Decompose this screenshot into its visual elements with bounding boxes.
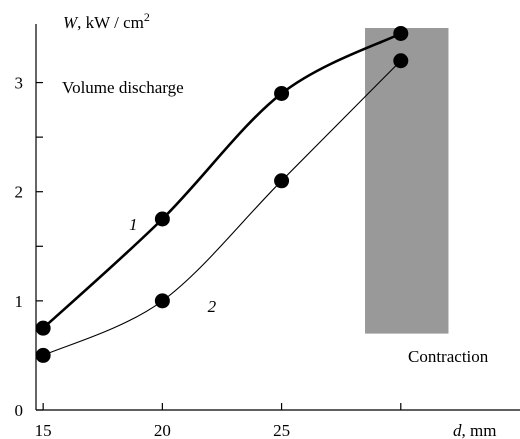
contraction-annotation: Contraction [408, 347, 489, 366]
series-1-point [274, 85, 290, 101]
y-axis-unit-exponent: 2 [144, 10, 150, 24]
contraction-region [365, 28, 449, 334]
y-tick-label: 3 [15, 74, 24, 93]
series-1-label: 1 [129, 215, 138, 234]
series-2-point [393, 53, 409, 69]
x-tick-label: 25 [273, 421, 290, 439]
y-axis-symbol: W [63, 13, 79, 32]
series-1-point [154, 211, 170, 227]
series-layer: 12 [35, 25, 409, 363]
ticks-layer: 0 1 2 3 15 20 25 [15, 74, 402, 439]
series-2-line [42, 60, 402, 356]
series-2-point [35, 347, 51, 363]
series-1-point [35, 320, 51, 336]
series-2-point [154, 293, 170, 309]
x-tick-label: 15 [35, 421, 52, 439]
volume-discharge-annotation: Volume discharge [62, 78, 184, 97]
y-axis-label: W, kW / cm2 [63, 10, 150, 32]
y-axis-unit: , kW / cm [77, 13, 144, 32]
x-axis-symbol: d [453, 421, 462, 439]
y-tick-label: 2 [15, 183, 24, 202]
x-tick-label: 20 [154, 421, 171, 439]
y-tick-label: 1 [15, 292, 24, 311]
series-2-label: 2 [208, 297, 217, 316]
y-tick-label: 0 [15, 401, 24, 420]
series-2-point [274, 173, 290, 189]
series-1-line [42, 32, 402, 330]
series-1-point [393, 25, 409, 41]
x-axis-unit: , mm [462, 421, 497, 439]
x-axis-label: d, mm [453, 421, 496, 439]
